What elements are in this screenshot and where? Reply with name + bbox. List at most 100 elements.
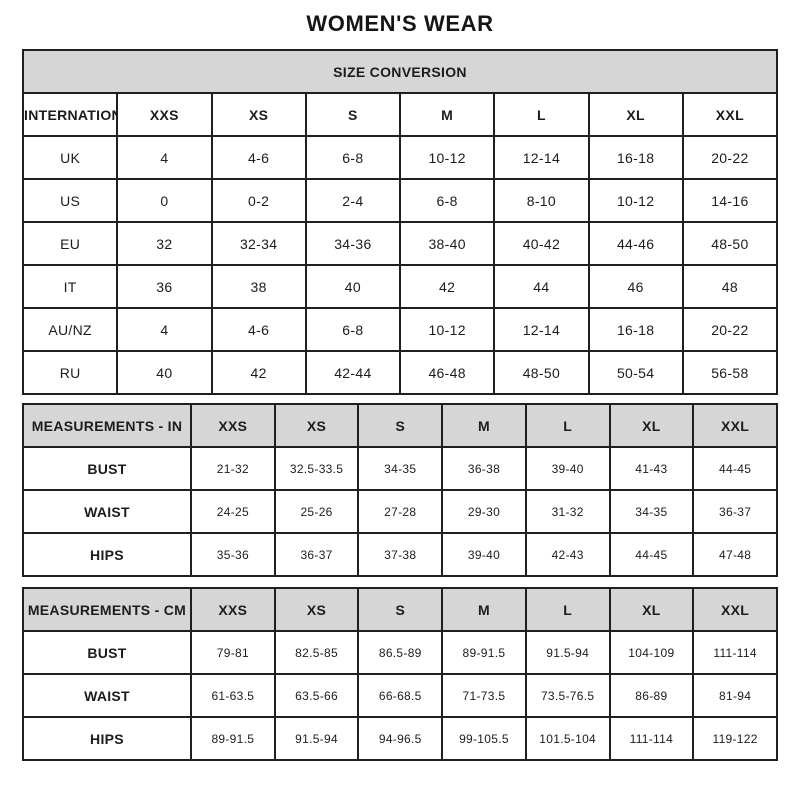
cell: 34-36 (304, 221, 402, 266)
column-header-xs: XS (273, 587, 360, 632)
cell: 12-14 (493, 307, 590, 352)
cell: 56-58 (681, 350, 779, 395)
cell: 40 (116, 350, 213, 395)
cell: 73.5-76.5 (524, 673, 611, 718)
cell: 36 (116, 264, 213, 309)
cell: 39-40 (524, 446, 611, 491)
cell: 29-30 (441, 489, 527, 534)
cell: 16-18 (587, 135, 684, 180)
column-header-l: L (524, 587, 611, 632)
column-header-xl: XL (608, 403, 695, 448)
cell: 27-28 (357, 489, 444, 534)
row-label: IT (21, 264, 119, 309)
cell: 82.5-85 (273, 630, 360, 675)
row-label: WAIST (22, 673, 192, 718)
cell: 79-81 (190, 630, 276, 675)
column-header-xxl: XXL (692, 587, 778, 632)
cell: 21-32 (190, 446, 276, 491)
cell: 89-91.5 (190, 716, 276, 761)
column-header-m: M (441, 587, 527, 632)
cell: 2-4 (304, 178, 402, 223)
table-row-hips-cm: HIPS 89-91.5 91.5-94 94-96.5 99-105.5 10… (22, 716, 778, 761)
table-row-waist-in: WAIST 24-25 25-26 27-28 29-30 31-32 34-3… (22, 489, 778, 534)
cell: 44 (493, 264, 590, 309)
column-header-l: L (493, 92, 590, 137)
cell: 12-14 (493, 135, 590, 180)
table-row-eu: EU 32 32-34 34-36 38-40 40-42 44-46 48-5… (21, 221, 779, 266)
page-title: WOMEN'S WEAR (306, 11, 494, 36)
cell: 48 (681, 264, 779, 309)
column-header-xxs: XXS (190, 587, 276, 632)
section-header-row: SIZE CONVERSION (22, 49, 778, 94)
column-header-s: S (357, 587, 444, 632)
cell: 71-73.5 (441, 673, 527, 718)
cell: 38 (210, 264, 307, 309)
column-header-m: M (398, 92, 496, 137)
table-row-it: IT 36 38 40 42 44 46 48 (21, 264, 779, 309)
spacer (0, 577, 800, 587)
cell: 32 (116, 221, 213, 266)
column-header-row: INTERNATIONAL XXS XS S M L XL XXL (21, 92, 779, 137)
cell: 42 (210, 350, 307, 395)
table-row-aunz: AU/NZ 4 4-6 6-8 10-12 12-14 16-18 20-22 (21, 307, 779, 352)
table-row-waist-cm: WAIST 61-63.5 63.5-66 66-68.5 71-73.5 73… (22, 673, 778, 718)
cell: 10-12 (398, 135, 496, 180)
cell: 42-44 (304, 350, 402, 395)
column-header-xs: XS (210, 92, 307, 137)
table-row-us: US 0 0-2 2-4 6-8 8-10 10-12 14-16 (21, 178, 779, 223)
cell: 6-8 (304, 135, 402, 180)
table-row-uk: UK 4 4-6 6-8 10-12 12-14 16-18 20-22 (21, 135, 779, 180)
column-header-xl: XL (608, 587, 695, 632)
row-label: US (21, 178, 119, 223)
cell: 44-45 (692, 446, 778, 491)
cell: 4-6 (210, 135, 307, 180)
row-label: HIPS (22, 532, 192, 577)
cell: 91.5-94 (524, 630, 611, 675)
cell: 104-109 (608, 630, 695, 675)
row-label: UK (21, 135, 119, 180)
column-header-m: M (441, 403, 527, 448)
cell: 24-25 (190, 489, 276, 534)
cell: 4 (116, 135, 213, 180)
column-header-s: S (357, 403, 444, 448)
cell: 39-40 (441, 532, 527, 577)
cell: 25-26 (273, 489, 360, 534)
cell: 48-50 (493, 350, 590, 395)
measurements-cm-header: MEASUREMENTS - CM (22, 587, 192, 632)
cell: 63.5-66 (273, 673, 360, 718)
size-conversion-header: SIZE CONVERSION (22, 49, 778, 94)
cell: 36-37 (692, 489, 778, 534)
cell: 10-12 (398, 307, 496, 352)
column-header-xl: XL (587, 92, 684, 137)
cell: 89-91.5 (441, 630, 527, 675)
cell: 36-37 (273, 532, 360, 577)
table-row-bust-in: BUST 21-32 32.5-33.5 34-35 36-38 39-40 4… (22, 446, 778, 491)
cell: 46 (587, 264, 684, 309)
cell: 81-94 (692, 673, 778, 718)
cell: 36-38 (441, 446, 527, 491)
cell: 47-48 (692, 532, 778, 577)
cell: 32-34 (210, 221, 307, 266)
row-label: BUST (22, 446, 192, 491)
spacer (0, 395, 800, 403)
cell: 20-22 (681, 307, 779, 352)
column-header-l: L (524, 403, 611, 448)
cell: 0 (116, 178, 213, 223)
cell: 119-122 (692, 716, 778, 761)
cell: 34-35 (357, 446, 444, 491)
cell: 14-16 (681, 178, 779, 223)
cell: 86.5-89 (357, 630, 444, 675)
column-header-xs: XS (273, 403, 360, 448)
cell: 111-114 (608, 716, 695, 761)
row-label: BUST (22, 630, 192, 675)
cell: 34-35 (608, 489, 695, 534)
row-label: RU (21, 350, 119, 395)
cell: 99-105.5 (441, 716, 527, 761)
measurements-cm-table: MEASUREMENTS - CM XXS XS S M L XL XXL BU… (22, 587, 778, 761)
cell: 6-8 (304, 307, 402, 352)
cell: 46-48 (398, 350, 496, 395)
row-label: EU (21, 221, 119, 266)
cell: 4 (116, 307, 213, 352)
size-conversion-table: SIZE CONVERSION INTERNATIONAL XXS XS S M… (21, 49, 779, 395)
